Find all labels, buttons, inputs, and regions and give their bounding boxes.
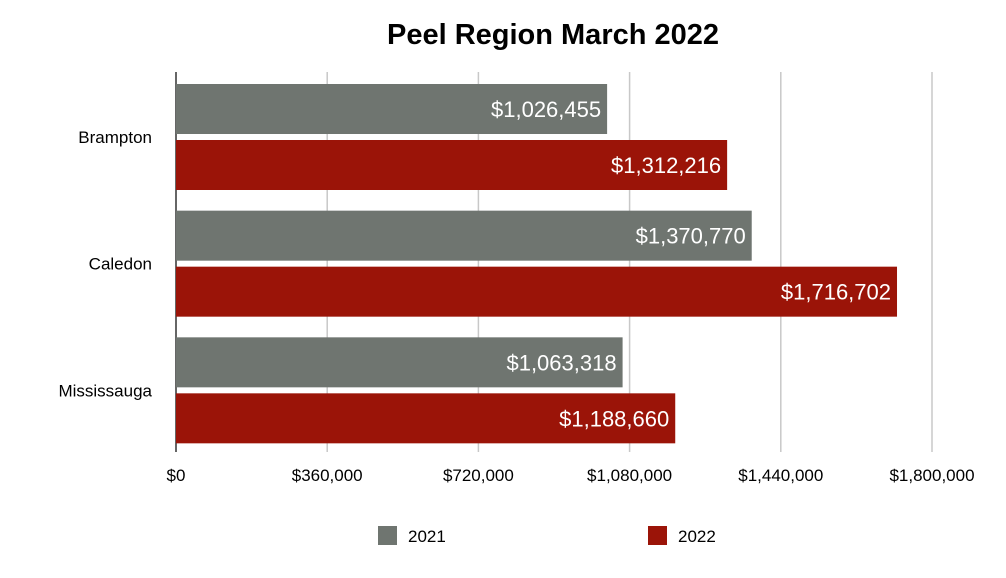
- bar-value-label: $1,063,318: [506, 350, 616, 375]
- x-axis-ticks: $0 $360,000 $720,000 $1,080,000 $1,440,000 $1…: [167, 466, 975, 485]
- bar-2022-brampton: [176, 140, 728, 190]
- bar-value-label: $1,026,455: [491, 97, 601, 122]
- category-labels: Brampton Caledon Mississauga: [58, 128, 152, 400]
- bar-value-label: $1,188,660: [559, 406, 669, 431]
- category-label-caledon: Caledon: [89, 255, 152, 274]
- bar-2021-caledon: [176, 210, 752, 261]
- bar-value-label: $1,716,702: [781, 280, 891, 305]
- legend: 2021 2022: [378, 526, 716, 546]
- bar-2022-caledon: [176, 266, 898, 317]
- bar-2022-mississauga: [176, 393, 676, 444]
- legend-label-2022: 2022: [678, 527, 716, 546]
- bar-2021-mississauga: [176, 337, 623, 388]
- category-label-mississauga: Mississauga: [58, 381, 152, 400]
- x-tick-label: $1,080,000: [587, 466, 672, 485]
- chart-title: Peel Region March 2022: [387, 19, 719, 51]
- x-tick-label: $0: [167, 466, 186, 485]
- x-tick-label: $360,000: [292, 466, 363, 485]
- category-label-brampton: Brampton: [78, 128, 152, 147]
- x-tick-label: $1,440,000: [738, 466, 823, 485]
- legend-label-2021: 2021: [408, 527, 446, 546]
- bar-2021-brampton: [176, 84, 608, 134]
- x-tick-label: $720,000: [443, 466, 514, 485]
- bar-layer: $1,026,455 $1,312,216 $1,370,770 $1,716,702…: [176, 84, 898, 444]
- bar-value-label: $1,370,770: [636, 224, 746, 249]
- grid-layer: [175, 72, 933, 452]
- x-tick-label: $1,800,000: [889, 466, 974, 485]
- legend-swatch-2021: [378, 526, 397, 545]
- bar-value-label: $1,312,216: [611, 153, 721, 178]
- legend-swatch-2022: [648, 526, 667, 545]
